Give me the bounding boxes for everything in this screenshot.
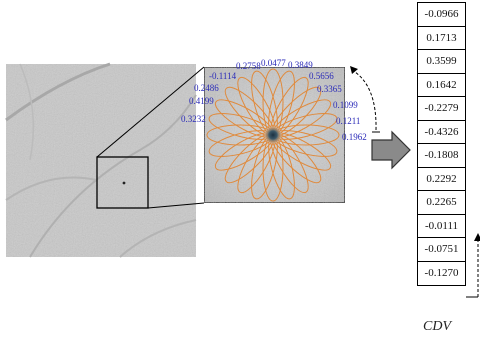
radial-value-8: 0.3232 bbox=[181, 114, 206, 124]
radial-value-7: 0.1962 bbox=[342, 132, 367, 142]
cdv-cell: -0.4326 bbox=[418, 121, 465, 144]
cdv-cell: -0.0966 bbox=[418, 3, 465, 27]
radial-value-6: 0.1211 bbox=[336, 116, 360, 126]
zoom-line-top bbox=[96, 66, 205, 158]
region-of-interest-box bbox=[96, 156, 149, 209]
arrowhead-top bbox=[350, 66, 358, 74]
cdv-vector-table: -0.0966 0.1713 0.3599 0.1642 -0.2279 -0.… bbox=[417, 2, 466, 286]
radial-value-5: 0.1099 bbox=[333, 100, 358, 110]
radial-value-labels: 0.0477 0.3849 0.5656 0.3365 0.1099 0.121… bbox=[181, 58, 367, 142]
radial-petal-pattern bbox=[206, 68, 340, 202]
radial-value-12: 0.2758 bbox=[236, 61, 261, 71]
zoom-line-bottom bbox=[147, 202, 205, 209]
arrowhead-bottom bbox=[474, 233, 480, 241]
keypoint-dot bbox=[122, 181, 126, 185]
cdv-cell: -0.1270 bbox=[424, 266, 459, 279]
cdv-cell: 0.2292 bbox=[418, 168, 465, 191]
gray-block-arrow bbox=[371, 130, 411, 170]
cdv-cell: 0.3599 bbox=[418, 50, 465, 74]
cdv-cell: 0.2265 bbox=[418, 191, 465, 215]
keypoint-center bbox=[264, 126, 282, 144]
cdv-cell: -0.2279 bbox=[418, 97, 465, 121]
texture-image bbox=[5, 62, 197, 258]
cdv-cell: -0.1808 bbox=[418, 144, 465, 168]
radial-value-4: 0.3365 bbox=[317, 84, 342, 94]
cdv-cell: -0.0111 bbox=[418, 215, 465, 238]
cdv-cell: -0.0751 bbox=[418, 238, 465, 262]
radial-value-10: 0.2486 bbox=[194, 83, 219, 93]
radial-value-11: -0.1114 bbox=[209, 71, 237, 81]
radial-value-9: 0.4199 bbox=[189, 96, 214, 106]
radial-value-2: 0.3849 bbox=[288, 60, 313, 70]
cdv-label: CDV bbox=[423, 319, 451, 334]
dashed-curved-arrow-top bbox=[351, 69, 377, 131]
cdv-cell: 0.1642 bbox=[418, 74, 465, 97]
radial-value-3: 0.5656 bbox=[309, 71, 334, 81]
cdv-cell: 0.1713 bbox=[418, 27, 465, 50]
radial-value-1: 0.0477 bbox=[261, 58, 286, 68]
